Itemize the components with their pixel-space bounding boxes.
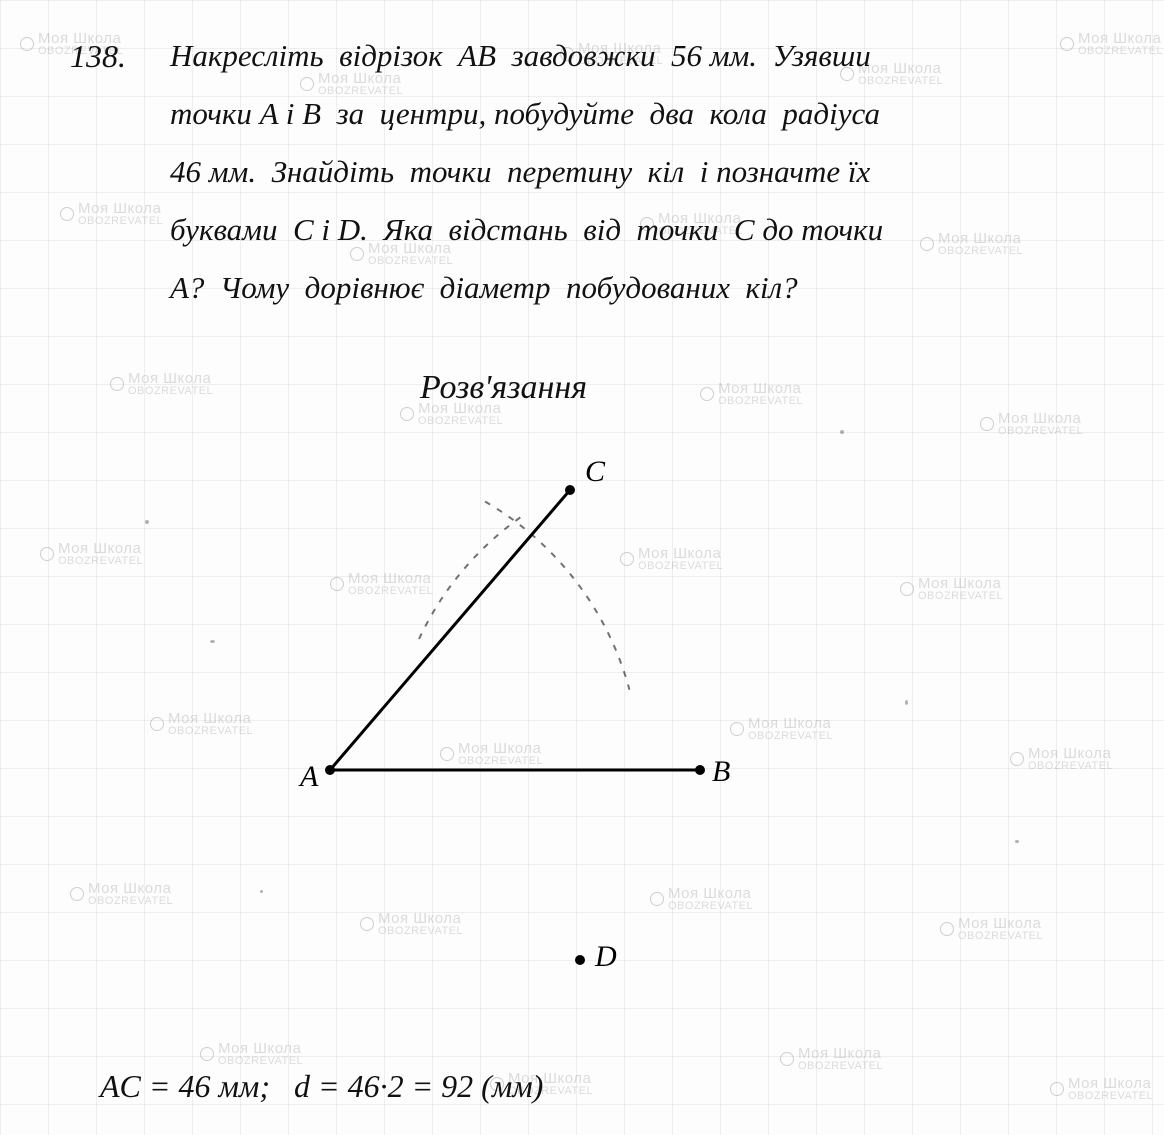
geometry-diagram [0, 0, 1164, 1135]
speck [905, 700, 908, 705]
point-label-D: D [595, 940, 617, 974]
speck [210, 640, 215, 643]
speck [1015, 840, 1019, 843]
speck [145, 520, 149, 524]
point-label-A: A [300, 760, 318, 794]
answer-line: AC = 46 мм; d = 46·2 = 92 (мм) [100, 1070, 543, 1104]
speck [840, 430, 844, 434]
speck [260, 890, 263, 893]
point-label-B: B [712, 755, 730, 789]
point-label-C: C [585, 455, 605, 489]
